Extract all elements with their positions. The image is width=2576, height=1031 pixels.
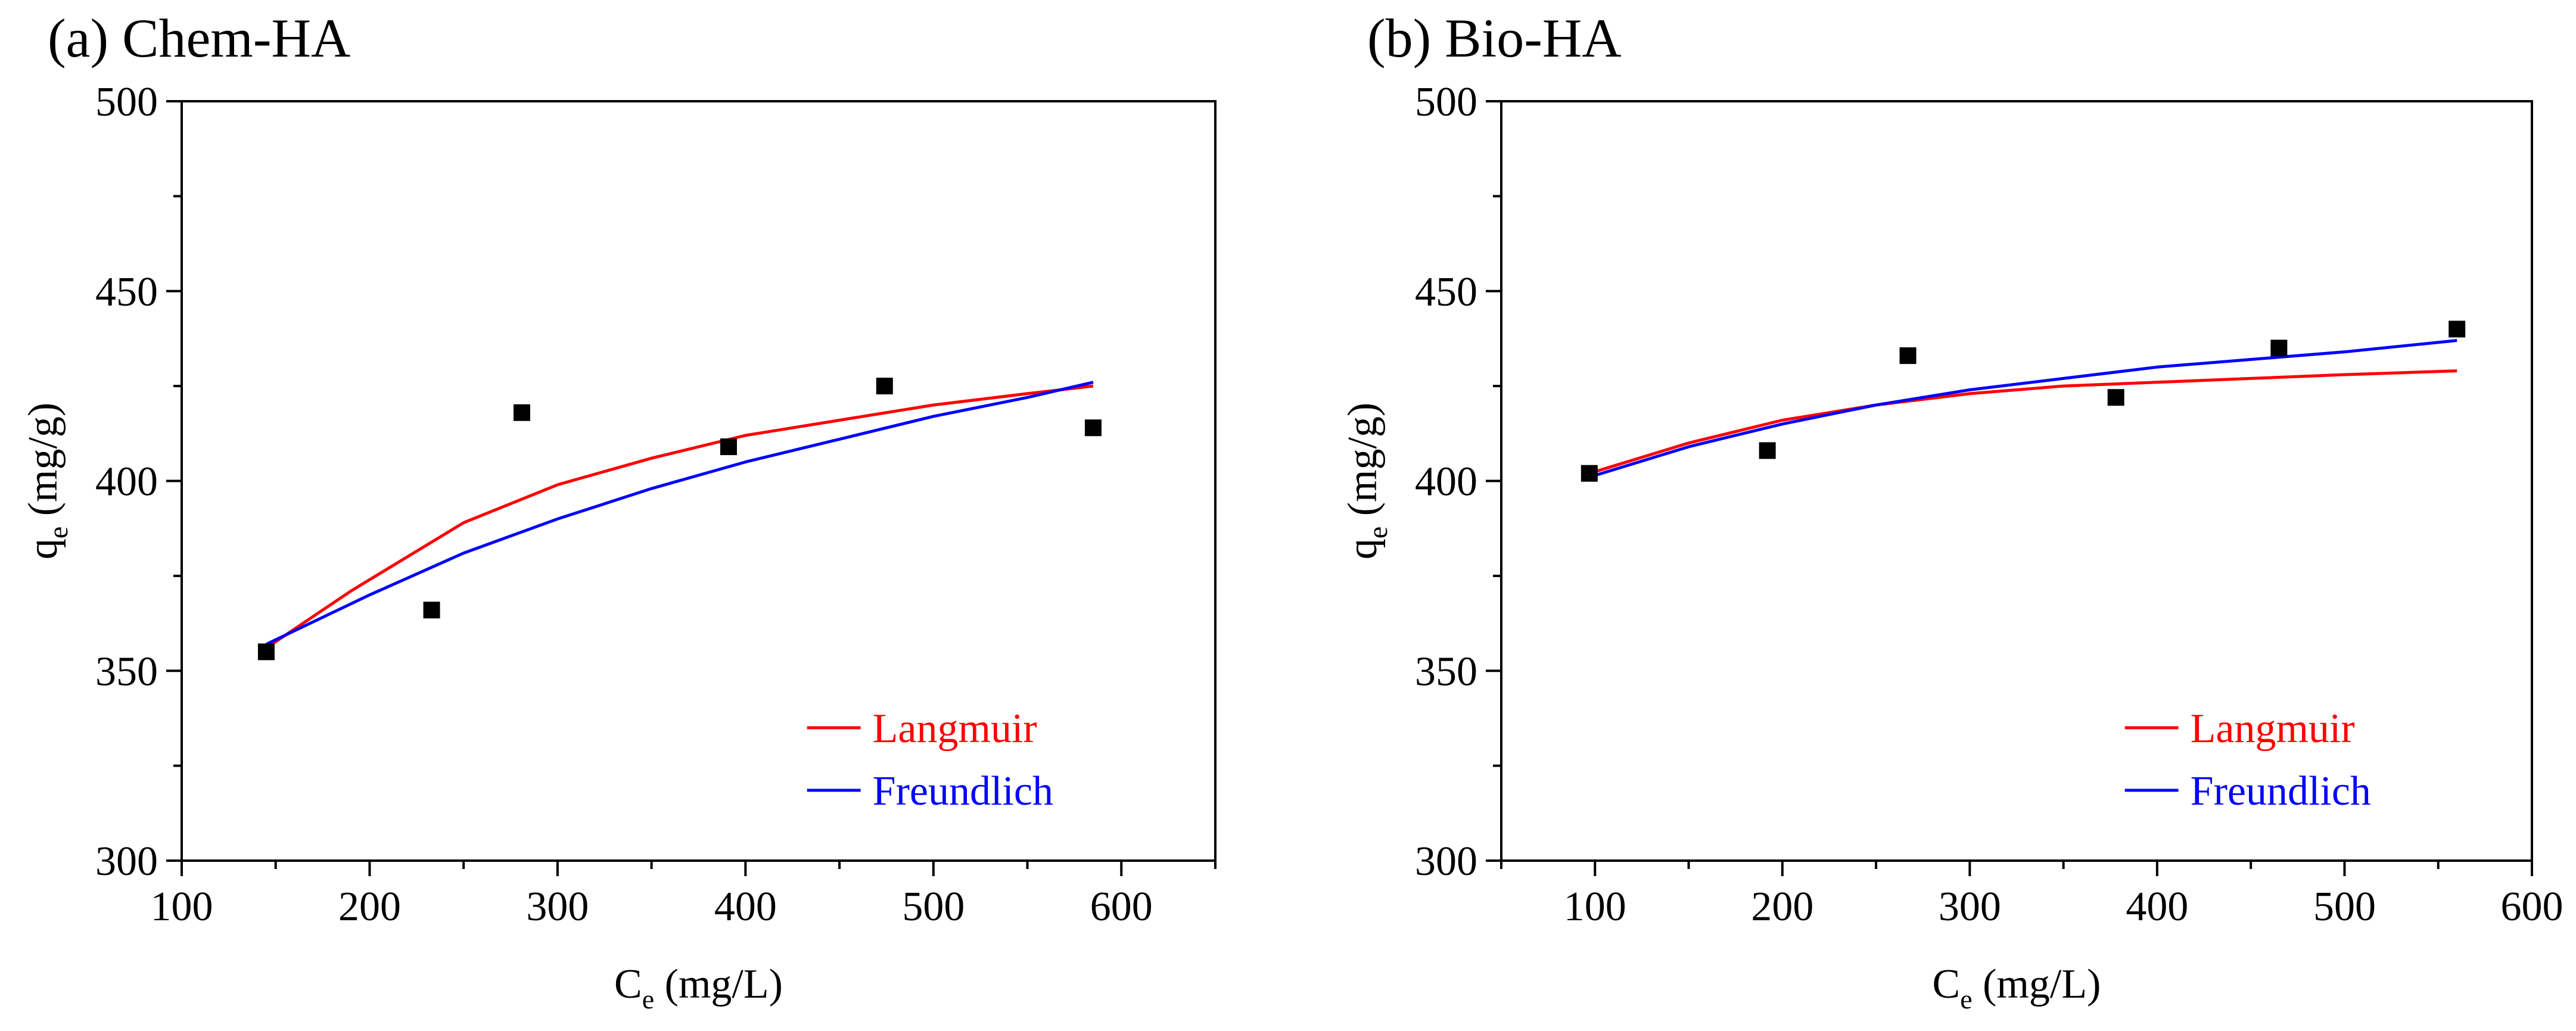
chart-panel-bio-ha: (b) Bio-HA 100 200 300 400 500 600 300 350 400 450… [1340, 8, 2563, 1014]
data-point [2107, 389, 2124, 406]
y-tick-label: 400 [1415, 459, 1477, 505]
legend-label-freundlich: Freundlich [2191, 768, 2371, 814]
data-point [1899, 347, 1917, 365]
legend-label-freundlich: Freundlich [873, 768, 1053, 814]
chart-panel-chem-ha: (a) Chem-HA 100 200 300 400 500 600 300 350 400 45… [20, 8, 1217, 1014]
data-point [1084, 419, 1102, 437]
x-axis-label-unit: (mg/L) [1973, 961, 2101, 1007]
data-point [513, 404, 530, 421]
y-tick-label: 500 [95, 79, 158, 125]
x-tick-label: 300 [1939, 884, 2001, 930]
y-tick-label: 300 [1415, 839, 1477, 884]
x-tick-label: 200 [338, 884, 401, 930]
x-axis-label: Ce (mg/L) [1933, 961, 2101, 1014]
y-axis-label-sub: e [1362, 527, 1393, 538]
data-point [1581, 465, 1598, 482]
x-tick-label: 600 [1090, 884, 1153, 930]
y-tick-label: 500 [1415, 79, 1477, 125]
y-axis-label-sub: e [43, 527, 73, 538]
y-tick-label: 350 [1415, 649, 1477, 694]
legend-label-langmuir: Langmuir [2191, 706, 2355, 752]
x-tick-label: 500 [902, 884, 965, 930]
data-point [2270, 339, 2288, 357]
series-line-langmuir [1589, 369, 2457, 475]
y-tick-label: 450 [95, 269, 158, 315]
x-tick-label: 300 [526, 884, 589, 930]
x-axis-label-unit: (mg/L) [654, 961, 783, 1007]
data-point [876, 378, 893, 395]
y-axis-label: qe (mg/g) [20, 403, 73, 559]
x-axis-label-base: C [1933, 961, 1961, 1007]
x-tick-label: 100 [1564, 884, 1626, 930]
y-axis-label: qe (mg/g) [1340, 403, 1393, 559]
legend-label-langmuir: Langmuir [873, 706, 1037, 752]
y-tick-label: 350 [95, 649, 158, 694]
x-axis-label: Ce (mg/L) [614, 961, 783, 1014]
x-axis-label-sub: e [642, 984, 654, 1014]
x-tick-label: 400 [2126, 884, 2188, 930]
y-tick-label: 450 [1415, 269, 1477, 315]
plot-frame [1500, 100, 2533, 862]
series-line-langmuir [265, 384, 1094, 650]
y-axis-label-base: q [1340, 538, 1386, 559]
x-tick-label: 200 [1751, 884, 1813, 930]
data-point [2449, 320, 2466, 338]
plot-frame [181, 100, 1217, 862]
x-axis-label-sub: e [1960, 984, 1972, 1014]
x-axis-label-base: C [614, 961, 642, 1007]
panel-title: (a) Chem-HA [48, 8, 350, 68]
x-tick-label: 100 [151, 884, 213, 930]
data-point [423, 602, 440, 619]
y-axis-label-unit: (mg/g) [1340, 403, 1386, 527]
data-point [720, 438, 737, 456]
x-tick-label: 500 [2313, 884, 2376, 930]
x-tick-label: 400 [714, 884, 777, 930]
series-line-freundlich [1589, 339, 2457, 479]
x-tick-label: 600 [2501, 884, 2563, 930]
series-line-freundlich [265, 381, 1094, 646]
y-tick-label: 300 [95, 839, 158, 884]
y-tick-label: 400 [95, 459, 158, 505]
y-axis-label-base: q [20, 538, 66, 559]
data-point [1759, 442, 1776, 459]
data-point [257, 643, 275, 661]
y-axis-label-unit: (mg/g) [20, 403, 66, 527]
panel-title: (b) Bio-HA [1367, 8, 1622, 68]
